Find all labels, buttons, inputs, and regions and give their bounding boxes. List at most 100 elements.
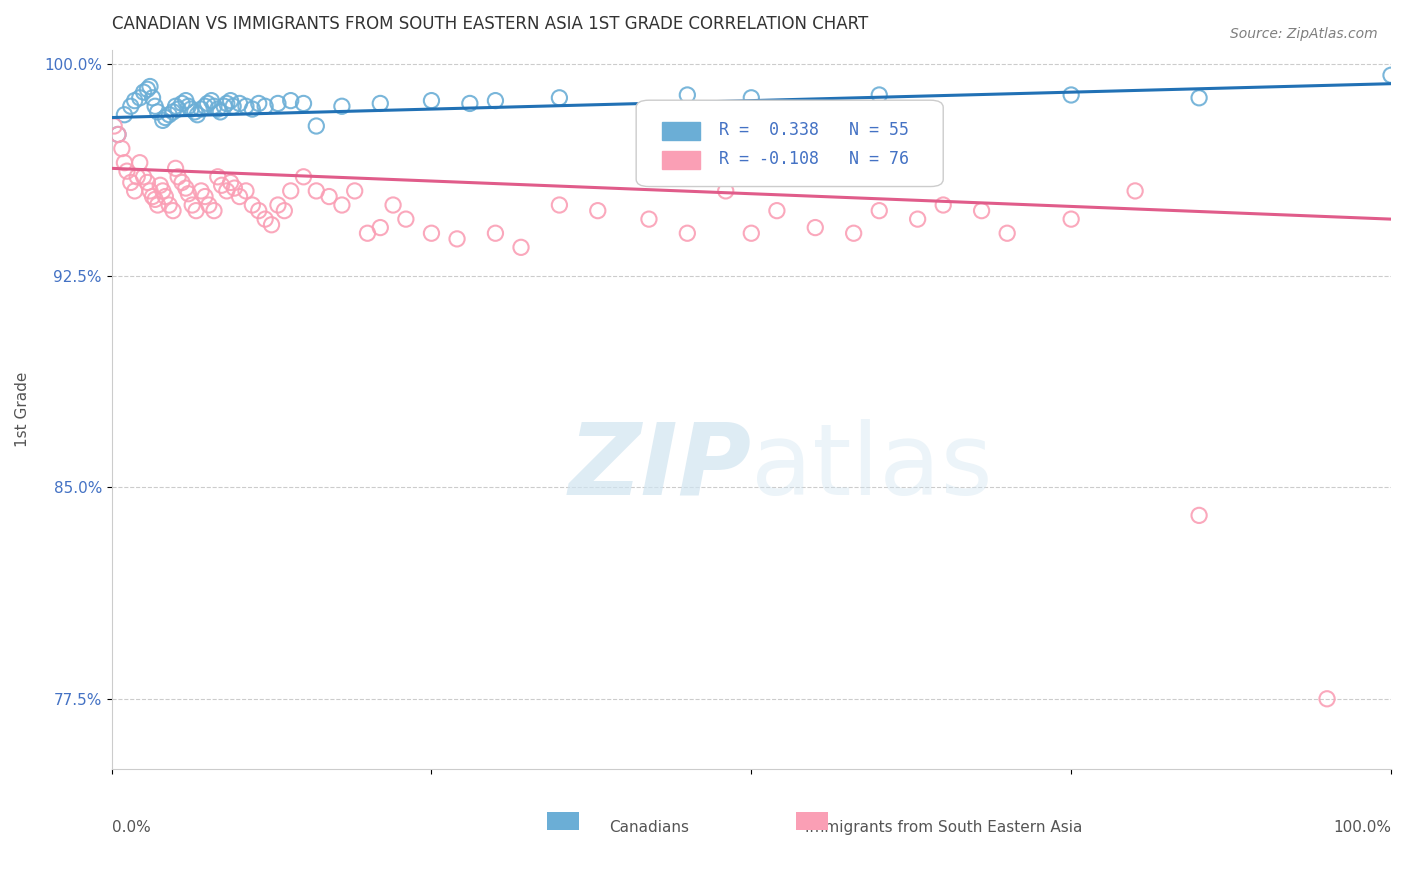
Text: Canadians: Canadians <box>609 820 689 835</box>
Point <box>1379 68 1402 82</box>
Point <box>1316 691 1339 706</box>
Bar <box>547 813 579 830</box>
Point <box>181 198 204 212</box>
Point <box>292 169 315 184</box>
Point <box>714 184 737 198</box>
Point <box>194 189 217 203</box>
Point <box>420 226 443 240</box>
Point <box>305 119 328 133</box>
Point <box>146 104 169 119</box>
Point <box>162 104 184 119</box>
Point <box>170 96 193 111</box>
Point <box>139 184 162 198</box>
Point <box>548 198 571 212</box>
Point <box>446 232 468 246</box>
Point <box>202 203 225 218</box>
Point <box>484 94 506 108</box>
Text: atlas: atlas <box>751 418 993 516</box>
Point <box>215 96 238 111</box>
Point <box>1060 212 1083 227</box>
Point <box>177 186 200 201</box>
Point <box>207 102 229 116</box>
Point <box>132 85 155 99</box>
Point <box>152 184 174 198</box>
Point <box>177 99 200 113</box>
Point <box>228 96 250 111</box>
Point <box>186 108 208 122</box>
Point <box>868 87 890 102</box>
Point <box>224 181 246 195</box>
Point <box>174 181 197 195</box>
Point <box>149 178 172 193</box>
Point <box>343 184 366 198</box>
Point <box>676 87 699 102</box>
Point <box>368 96 391 111</box>
Point <box>368 220 391 235</box>
Point <box>165 99 187 113</box>
Point <box>330 198 353 212</box>
Point <box>212 99 235 113</box>
Point <box>162 203 184 218</box>
Point <box>165 161 187 176</box>
Point <box>174 94 197 108</box>
Point <box>267 198 290 212</box>
Y-axis label: 1st Grade: 1st Grade <box>15 372 30 447</box>
Point <box>740 226 762 240</box>
Point <box>184 104 207 119</box>
Point <box>136 176 159 190</box>
Text: ZIP: ZIP <box>568 418 751 516</box>
Point <box>638 212 661 227</box>
Point <box>139 79 162 94</box>
Bar <box>662 151 700 169</box>
Point <box>318 189 340 203</box>
Point <box>330 99 353 113</box>
Point <box>136 82 159 96</box>
Point <box>170 176 193 190</box>
Point <box>247 96 270 111</box>
Point <box>254 99 277 113</box>
Point <box>280 94 302 108</box>
Point <box>128 155 150 169</box>
Point <box>842 226 865 240</box>
Point <box>155 189 177 203</box>
Point <box>120 99 142 113</box>
Point <box>198 198 221 212</box>
Text: 100.0%: 100.0% <box>1333 820 1391 835</box>
Point <box>395 212 418 227</box>
Point <box>194 99 217 113</box>
Point <box>970 203 993 218</box>
Point <box>219 176 242 190</box>
Point <box>124 184 146 198</box>
Point <box>115 164 138 178</box>
Text: 0.0%: 0.0% <box>111 820 150 835</box>
Point <box>740 91 762 105</box>
Point <box>247 203 270 218</box>
Point <box>219 94 242 108</box>
Point <box>112 155 135 169</box>
Point <box>215 184 238 198</box>
Point <box>548 91 571 105</box>
Point <box>107 128 129 142</box>
Point <box>180 102 202 116</box>
Point <box>1188 508 1211 523</box>
Point <box>111 142 134 156</box>
Point <box>167 169 190 184</box>
Point <box>207 169 229 184</box>
Point <box>222 99 245 113</box>
Point <box>211 178 233 193</box>
Point <box>260 218 283 232</box>
Point <box>235 99 257 113</box>
Point <box>510 240 533 254</box>
Point <box>273 203 295 218</box>
Point <box>267 96 290 111</box>
Point <box>676 226 699 240</box>
Point <box>228 189 250 203</box>
Point <box>458 96 481 111</box>
Point <box>124 94 146 108</box>
Point <box>382 198 405 212</box>
Point <box>305 184 328 198</box>
Point <box>152 113 174 128</box>
Point <box>1188 91 1211 105</box>
Point <box>586 203 609 218</box>
Point <box>484 226 506 240</box>
